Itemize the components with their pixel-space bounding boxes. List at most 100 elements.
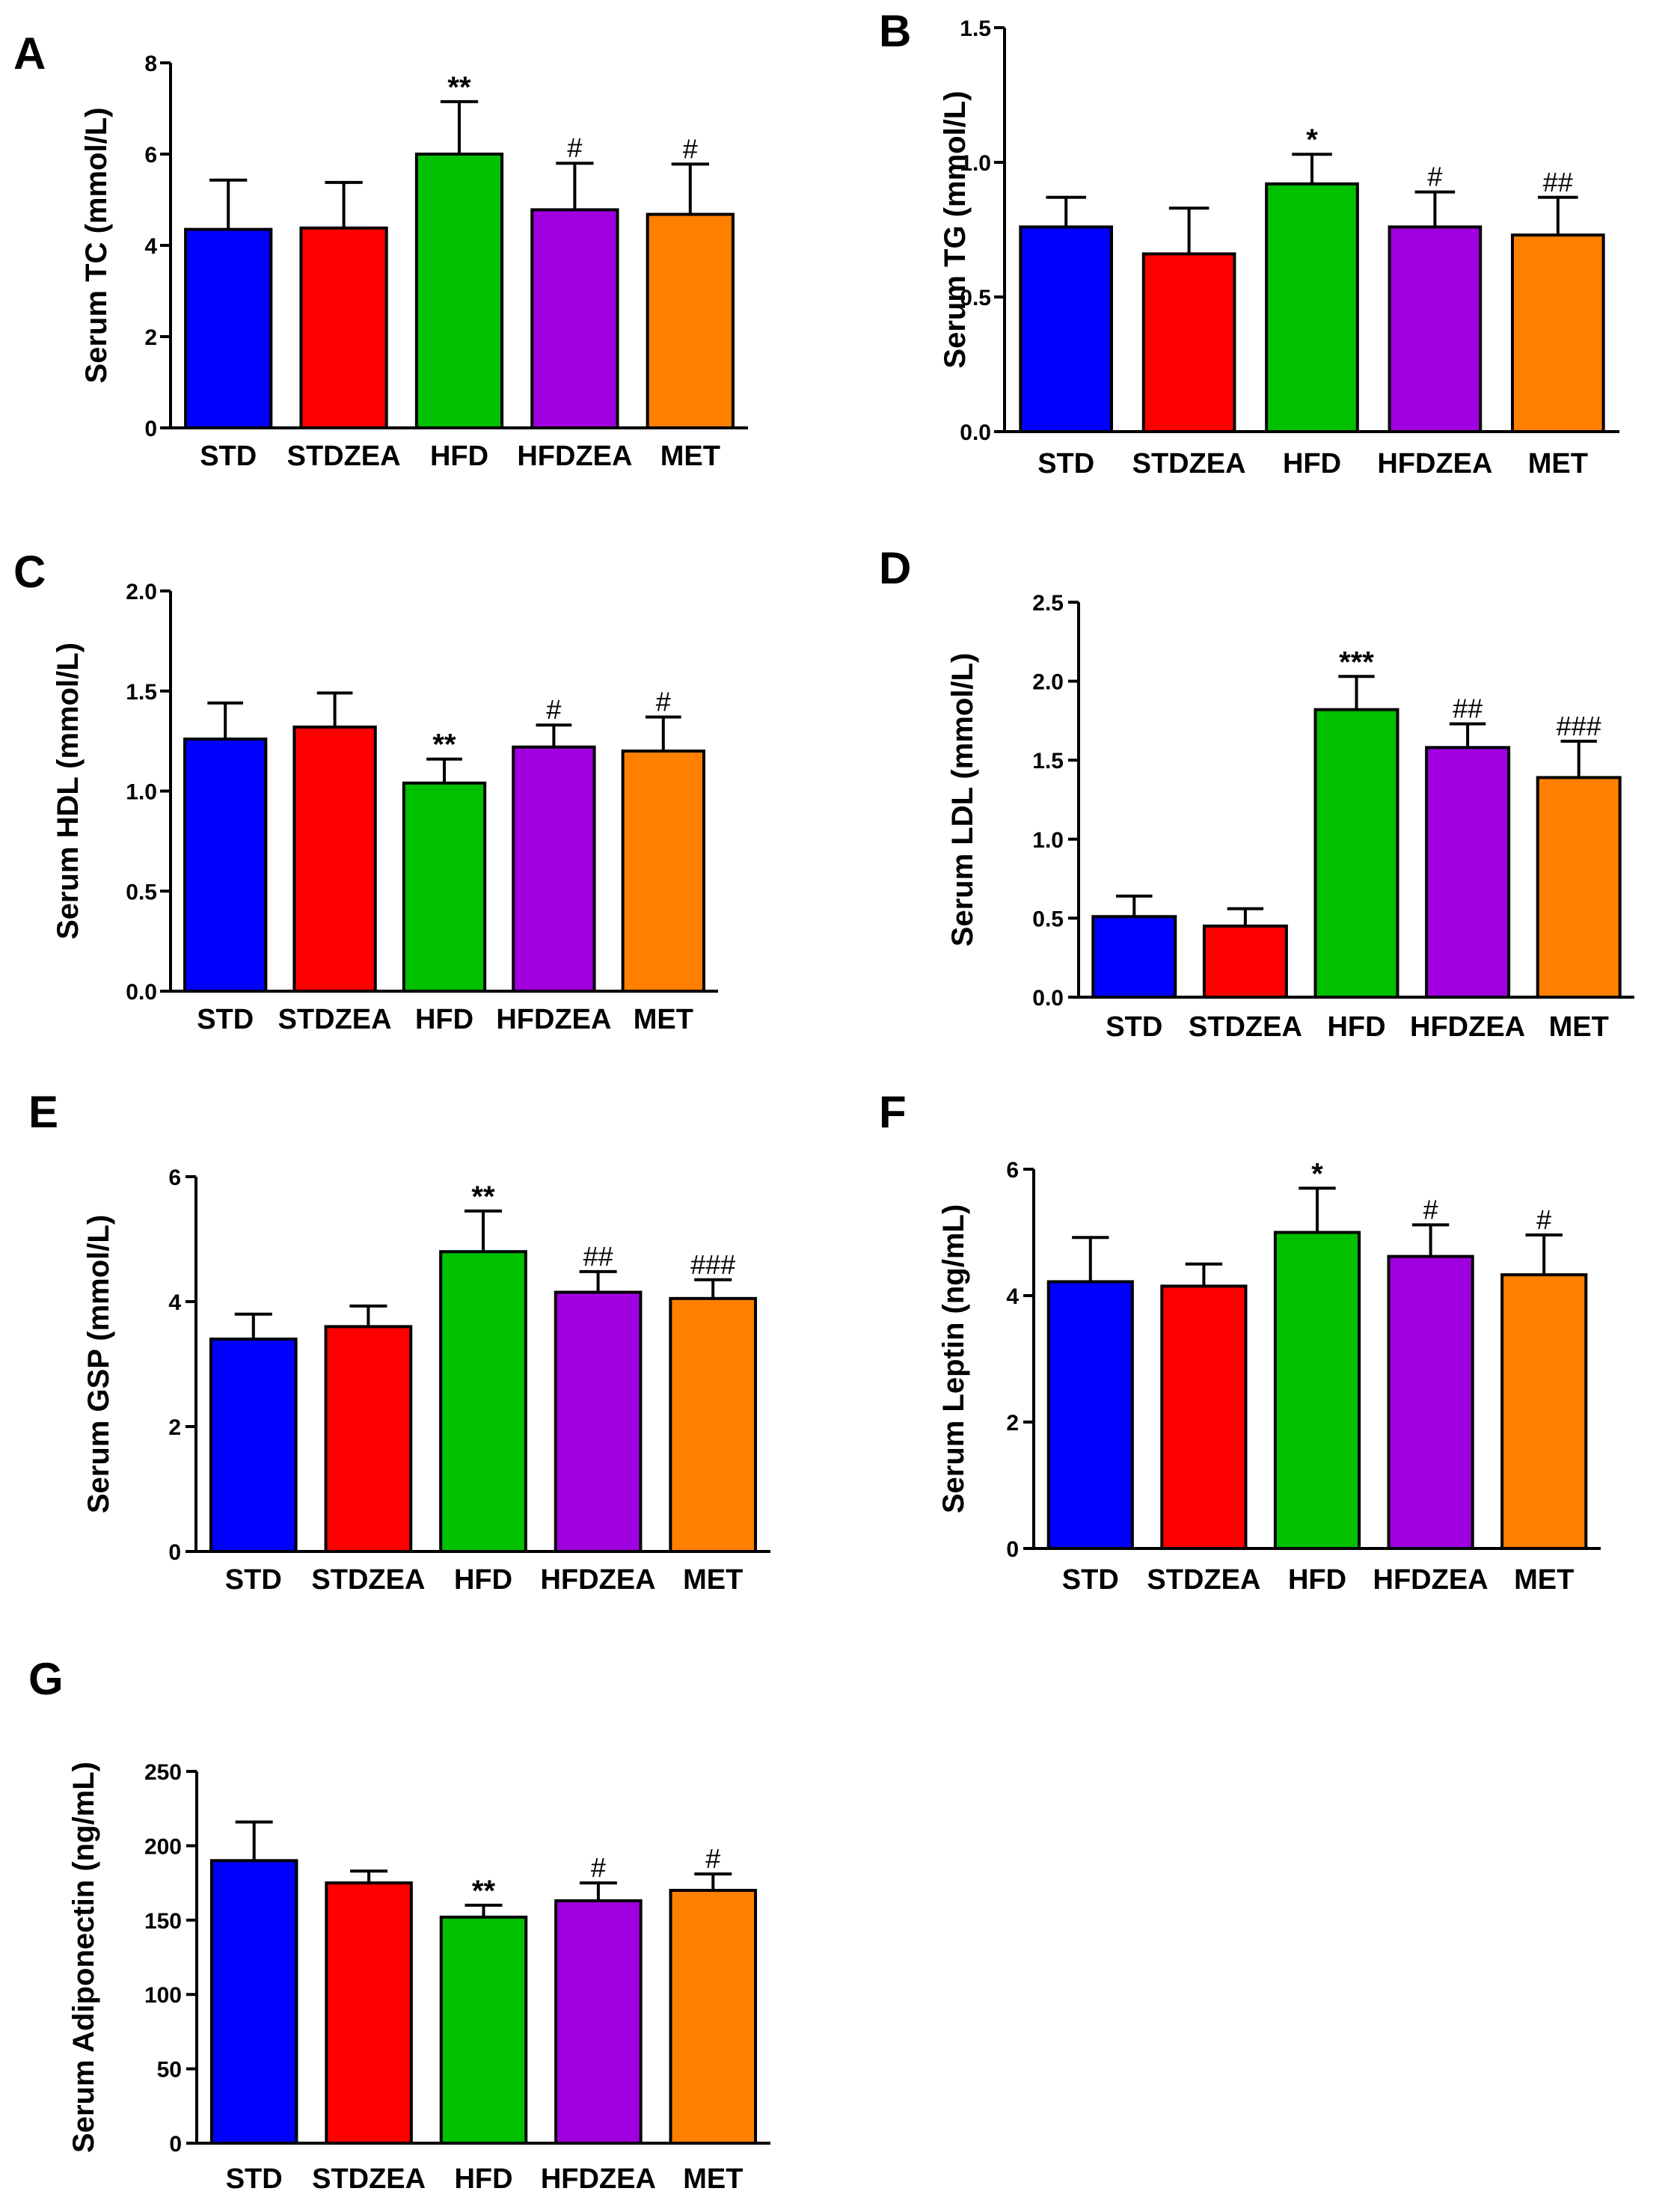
x-tick-label: HFD — [454, 1564, 512, 1596]
x-tick-label: HFDZEA — [1377, 448, 1492, 480]
panel-label: E — [28, 1087, 58, 1137]
x-tick-label: STD — [1037, 448, 1094, 480]
significance-label: ** — [447, 71, 471, 104]
significance-label: # — [567, 132, 582, 163]
y-tick-label: 1.5 — [1032, 749, 1064, 773]
panel-label: B — [879, 6, 911, 56]
chart-panel-b: B 0.0 0.5 1.0 1.5 Serum TG (mmol/L) STD STDZEA *… — [879, 6, 1619, 480]
x-tick-label: MET — [634, 1004, 693, 1035]
bar-hfdzea — [512, 745, 596, 993]
x-tick-label: HFD — [430, 441, 488, 472]
x-tick-label: HFDZEA — [1410, 1011, 1525, 1043]
x-tick-label: HFDZEA — [517, 441, 632, 472]
bar-stdzea — [292, 725, 377, 993]
bar-hfd — [1313, 708, 1399, 999]
bar-met — [621, 750, 705, 993]
bar-hfdzea — [1387, 1254, 1474, 1550]
bar-stdzea — [299, 226, 388, 429]
y-tick-label: 8 — [144, 52, 157, 76]
bar-met — [669, 1889, 758, 2145]
significance-label: * — [1306, 123, 1318, 156]
bar-stdzea — [1202, 924, 1288, 999]
bar-met — [1536, 776, 1622, 999]
significance-label: # — [591, 1852, 606, 1883]
y-tick-label: 0.5 — [1032, 907, 1064, 931]
x-tick-label: HFD — [1283, 448, 1341, 480]
bar-std — [184, 227, 273, 429]
significance-label: # — [683, 133, 698, 164]
y-tick-label: 0 — [1006, 1537, 1019, 1562]
y-tick-label: 6 — [168, 1165, 181, 1190]
y-tick-label: 0.5 — [960, 286, 991, 310]
significance-label: ## — [583, 1241, 613, 1272]
y-tick-label: 1.5 — [960, 16, 991, 41]
bar-hfdzea — [1388, 225, 1483, 433]
x-tick-label: STDZEA — [1132, 448, 1246, 480]
y-tick-label: 2 — [1006, 1411, 1019, 1436]
bar-hfd — [414, 153, 504, 429]
y-tick-label: 2.5 — [1032, 591, 1064, 616]
y-tick-label: 1.5 — [126, 680, 157, 705]
x-tick-label: HFD — [454, 2163, 512, 2195]
x-tick-label: STD — [1106, 1011, 1162, 1043]
x-tick-label: HFD — [1288, 1564, 1346, 1596]
x-tick-label: MET — [683, 2163, 743, 2195]
bar-std — [1019, 225, 1114, 433]
x-tick-label: STDZEA — [1189, 1011, 1302, 1043]
y-tick-label: 100 — [144, 1983, 182, 2008]
x-tick-label: MET — [1549, 1011, 1609, 1043]
panel-label: A — [13, 28, 46, 79]
y-axis-title: Serum Leptin (ng/mL) — [937, 1204, 970, 1513]
chart-panel-g: G 0 50 100 150 200 250 Serum Adiponectin (ng/mL… — [28, 1654, 770, 2195]
bar-stdzea — [1160, 1284, 1248, 1550]
x-tick-label: MET — [1528, 448, 1588, 480]
bar-stdzea — [325, 1881, 413, 2145]
chart-panel-a: A 0 2 4 6 8 Serum TC (mmol/L) STD STDZEA ** HFD # HF… — [13, 28, 748, 472]
x-tick-label: HFDZEA — [541, 1564, 656, 1596]
significance-label: # — [656, 687, 671, 717]
bar-hfdzea — [554, 1899, 643, 2145]
x-tick-label: STD — [197, 1004, 254, 1035]
y-tick-label: 200 — [144, 1834, 182, 1859]
x-tick-label: MET — [683, 1564, 743, 1596]
x-tick-label: STDZEA — [1147, 1564, 1260, 1596]
y-tick-label: 50 — [157, 2058, 182, 2083]
significance-label: ### — [1557, 711, 1601, 741]
significance-label: # — [546, 694, 561, 725]
bar-stdzea — [324, 1325, 413, 1554]
bar-std — [1091, 915, 1177, 999]
y-axis-title: Serum HDL (mmol/L) — [52, 643, 85, 940]
x-tick-label: STDZEA — [312, 2163, 426, 2195]
x-tick-label: STDZEA — [278, 1004, 392, 1035]
bar-hfd — [1273, 1231, 1361, 1550]
y-tick-label: 0 — [169, 2132, 182, 2157]
x-tick-label: STDZEA — [311, 1564, 425, 1596]
bar-std — [209, 1338, 298, 1553]
bar-hfdzea — [530, 208, 619, 429]
y-tick-label: 2 — [168, 1415, 181, 1440]
x-tick-label: HFDZEA — [1373, 1564, 1489, 1596]
panel-label: C — [13, 547, 46, 597]
y-axis-title: Serum TC (mmol/L) — [80, 108, 113, 384]
x-tick-label: HFD — [1327, 1011, 1385, 1043]
significance-label: * — [1311, 1157, 1323, 1190]
y-tick-label: 4 — [168, 1290, 181, 1315]
y-tick-label: 0.0 — [1032, 986, 1064, 1011]
x-tick-label: STD — [225, 1564, 282, 1596]
x-tick-label: STDZEA — [287, 441, 401, 472]
x-tick-label: STD — [200, 441, 257, 472]
y-tick-label: 0.0 — [960, 420, 991, 445]
bar-hfd — [1265, 182, 1359, 434]
significance-label: ** — [471, 1180, 495, 1213]
bar-met — [1510, 233, 1605, 433]
bar-met — [669, 1296, 758, 1553]
bar-hfd — [402, 781, 487, 993]
y-tick-label: 0.5 — [126, 880, 157, 904]
panel-label: G — [28, 1654, 64, 1704]
x-tick-label: STD — [1062, 1564, 1119, 1596]
significance-label: ## — [1453, 693, 1483, 724]
y-tick-label: 4 — [1006, 1284, 1019, 1309]
bar-hfdzea — [554, 1290, 643, 1553]
y-tick-label: 2.0 — [1032, 670, 1064, 695]
